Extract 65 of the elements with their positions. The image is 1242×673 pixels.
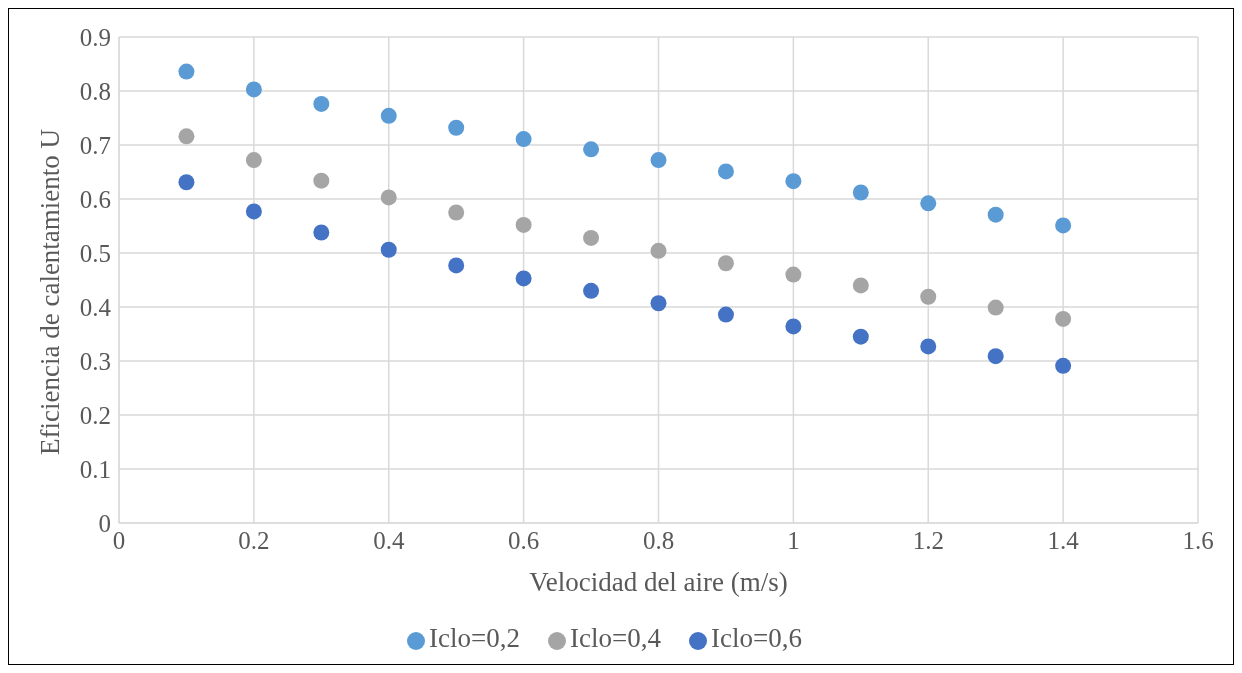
point: [313, 95, 330, 112]
x-tick-label: 1: [787, 526, 800, 554]
point: [785, 173, 802, 190]
point: [245, 152, 262, 169]
y-tick-label: 0: [98, 509, 111, 537]
point: [987, 206, 1004, 223]
point: [650, 242, 667, 259]
x-tick-label: 1.6: [1182, 526, 1214, 554]
point: [583, 229, 600, 246]
point: [245, 81, 262, 98]
point: [852, 184, 869, 201]
point: [650, 295, 667, 312]
y-tick-label: 0.1: [79, 455, 111, 483]
x-tick-label: 0.8: [642, 526, 675, 554]
y-tick-label: 0.9: [79, 23, 111, 51]
point: [448, 257, 465, 274]
x-axis-title: Velocidad del aire (m/s): [529, 567, 788, 597]
legend-label: Iclo=0,2: [429, 623, 521, 653]
point: [380, 241, 397, 258]
point: [448, 119, 465, 136]
point: [785, 318, 802, 335]
point: [650, 152, 667, 169]
x-tick-label: 0.6: [508, 526, 540, 554]
y-tick-label: 0.6: [79, 185, 111, 213]
x-tick-label: 0.2: [238, 526, 270, 554]
point: [987, 299, 1004, 316]
point: [313, 224, 330, 241]
x-tick-label: 1.4: [1047, 526, 1080, 554]
legend-label: Iclo=0,6: [710, 623, 802, 653]
point: [515, 131, 532, 148]
point: [852, 328, 869, 345]
y-axis-title: Eficiencia de calentamiento U: [34, 128, 65, 455]
point: [1055, 357, 1072, 374]
point: [313, 172, 330, 189]
legend-label: Iclo=0,4: [570, 623, 661, 653]
point: [178, 128, 195, 145]
y-tick-label: 0.8: [79, 77, 111, 105]
point: [1055, 217, 1072, 234]
y-tick-label: 0.2: [79, 401, 111, 429]
y-tick-label: 0.3: [79, 347, 111, 375]
point: [583, 141, 600, 158]
y-tick-label: 0.4: [79, 293, 112, 321]
point: [987, 348, 1004, 365]
point: [852, 277, 869, 294]
point: [717, 163, 734, 180]
point: [245, 203, 262, 220]
point: [920, 195, 937, 212]
point: [178, 174, 195, 191]
y-tick-label: 0.5: [79, 239, 111, 267]
point: [178, 63, 195, 80]
point: [515, 216, 532, 233]
x-tick-label: 1.2: [912, 526, 944, 554]
point: [920, 288, 937, 305]
point: [448, 204, 465, 221]
point: [380, 189, 397, 206]
point: [1055, 310, 1072, 327]
point: [785, 266, 802, 283]
point: [583, 282, 600, 299]
x-tick-label: 0.4: [373, 526, 405, 554]
point: [515, 270, 532, 287]
point: [920, 338, 937, 355]
point: [717, 306, 734, 323]
point: [380, 107, 397, 124]
point: [717, 255, 734, 272]
y-tick-label: 0.7: [79, 131, 111, 159]
